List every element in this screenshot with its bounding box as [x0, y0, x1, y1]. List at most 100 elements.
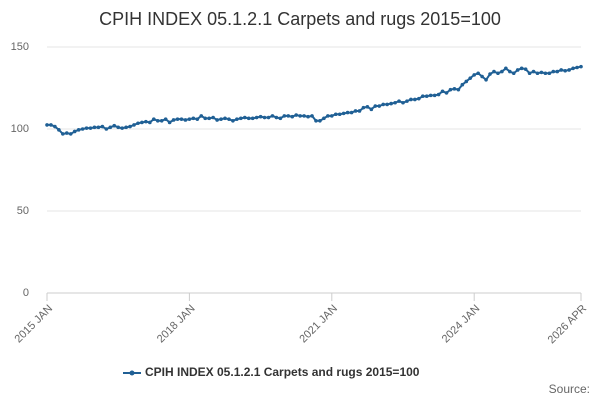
- point: [468, 76, 473, 80]
- point: [476, 71, 480, 76]
- y-tick-label: 150: [11, 41, 29, 53]
- point: [258, 114, 263, 119]
- point: [409, 97, 413, 102]
- point: [53, 124, 57, 129]
- point: [68, 132, 73, 136]
- point: [266, 115, 271, 120]
- y-tick-label: 100: [11, 123, 29, 135]
- point: [417, 96, 421, 101]
- y-tick-label: 50: [17, 205, 29, 217]
- point: [88, 126, 93, 130]
- legend-label: CPIH INDEX 05.1.2.1 Carpets and rugs 201…: [145, 365, 420, 379]
- point: [183, 118, 188, 122]
- series-line: [47, 65, 582, 136]
- point: [531, 69, 536, 74]
- point: [167, 120, 172, 125]
- point: [543, 71, 548, 76]
- point: [575, 65, 579, 70]
- point: [511, 71, 516, 76]
- point: [527, 71, 532, 76]
- point: [539, 70, 544, 75]
- point: [448, 87, 453, 92]
- point: [452, 87, 457, 91]
- point: [128, 124, 132, 129]
- point: [72, 129, 77, 134]
- point: [148, 120, 152, 125]
- point: [144, 119, 148, 124]
- point: [523, 67, 528, 71]
- point: [337, 112, 342, 117]
- point: [199, 114, 204, 118]
- point: [286, 114, 291, 118]
- point: [381, 102, 386, 107]
- point: [175, 117, 180, 121]
- point: [326, 114, 330, 118]
- point: [302, 114, 306, 118]
- point: [239, 116, 243, 121]
- point: [547, 71, 552, 76]
- point: [294, 113, 299, 117]
- point: [432, 93, 437, 98]
- legend-marker: [129, 370, 135, 376]
- point: [563, 68, 567, 73]
- point: [124, 125, 128, 130]
- point: [45, 123, 49, 127]
- point: [61, 132, 65, 136]
- point: [472, 73, 477, 77]
- point: [424, 94, 429, 98]
- point: [353, 109, 358, 113]
- y-tick-label: 0: [23, 287, 29, 299]
- point: [488, 72, 492, 76]
- point: [330, 114, 334, 118]
- point: [318, 119, 322, 123]
- point: [96, 125, 101, 130]
- point: [464, 79, 469, 84]
- point: [116, 125, 120, 130]
- point: [306, 114, 310, 119]
- point: [278, 116, 283, 121]
- point: [492, 69, 496, 74]
- chart-title: CPIH INDEX 05.1.2.1 Carpets and rugs 201…: [99, 9, 501, 29]
- point: [195, 117, 200, 121]
- point: [242, 115, 247, 120]
- point: [428, 93, 433, 98]
- point: [420, 94, 425, 98]
- point: [519, 66, 524, 71]
- point: [385, 102, 389, 107]
- point: [444, 91, 449, 95]
- x-tick-label: 2018 JAN: [155, 303, 198, 346]
- point: [555, 69, 560, 74]
- point: [310, 114, 314, 118]
- point: [76, 128, 81, 132]
- point: [480, 74, 484, 79]
- point: [361, 105, 366, 110]
- point: [274, 115, 279, 120]
- point: [369, 107, 374, 112]
- point: [484, 78, 488, 82]
- point: [219, 117, 223, 121]
- point: [322, 116, 326, 121]
- point: [500, 69, 504, 74]
- point: [246, 116, 251, 121]
- point: [92, 125, 97, 130]
- point: [235, 117, 239, 121]
- point: [57, 128, 61, 132]
- point: [254, 115, 259, 120]
- point: [341, 111, 346, 116]
- point: [571, 66, 575, 71]
- point: [207, 116, 211, 121]
- point: [357, 109, 362, 113]
- point: [136, 121, 140, 126]
- point: [140, 120, 144, 125]
- point: [120, 126, 124, 130]
- point: [112, 123, 117, 128]
- point: [567, 68, 571, 72]
- point: [393, 100, 397, 105]
- point: [163, 117, 168, 121]
- point: [159, 119, 164, 123]
- x-tick-label: 2021 JAN: [297, 303, 340, 346]
- point: [559, 68, 564, 72]
- point: [456, 87, 461, 92]
- point: [377, 104, 382, 108]
